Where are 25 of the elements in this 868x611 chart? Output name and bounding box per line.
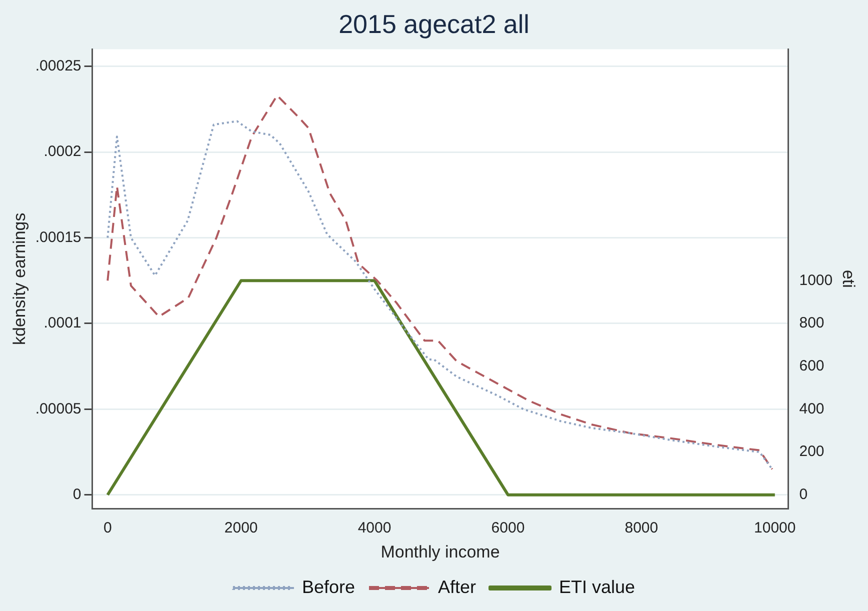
- chart-title: 2015 agecat2 all: [338, 8, 530, 39]
- x-axis-title: Monthly income: [380, 542, 500, 562]
- legend-label: After: [438, 576, 476, 597]
- x-tick-label: 0: [103, 520, 112, 537]
- y-tick-label: .00015: [35, 228, 82, 246]
- y2-tick-label: 600: [799, 357, 824, 374]
- legend-label: ETI value: [559, 576, 636, 597]
- y2-tick-label: 800: [799, 314, 824, 332]
- x-tick-label: 8000: [624, 520, 658, 537]
- y-tick-label: .00005: [35, 400, 82, 418]
- y2-tick-label: 200: [799, 443, 824, 460]
- y-tick-label: 0: [72, 486, 82, 504]
- y-tick-label: .00025: [35, 57, 82, 74]
- y-tick-label: .0001: [44, 314, 82, 332]
- y-axis-title: kdensity earnings: [10, 212, 29, 346]
- y2-tick-label: 400: [799, 400, 824, 418]
- x-tick-label: 10000: [754, 520, 796, 537]
- x-tick-label: 6000: [491, 520, 525, 537]
- y2-axis-title: eti: [839, 270, 858, 288]
- legend-label: Before: [302, 576, 356, 597]
- x-tick-label: 4000: [358, 520, 392, 537]
- y2-tick-label: 0: [799, 486, 808, 504]
- y2-tick-label: 1000: [799, 272, 833, 289]
- y-tick-label: .0002: [44, 143, 82, 160]
- x-tick-label: 2000: [224, 520, 258, 537]
